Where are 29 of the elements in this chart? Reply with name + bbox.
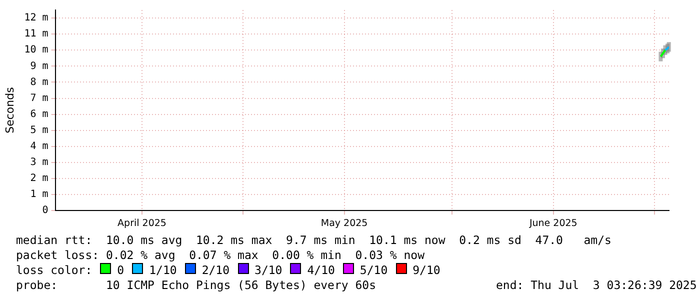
y-tick-label: 8 m	[30, 76, 48, 88]
y-tick-label: 11 m	[24, 28, 48, 40]
y-tick-label: 12 m	[24, 12, 48, 24]
legend-label: 3/10	[254, 263, 282, 278]
legend-label: 5/10	[360, 263, 388, 278]
y-tick-label: 4 m	[30, 141, 48, 152]
y-tick-label: 9 m	[30, 60, 48, 72]
y-tick-label: 5 m	[30, 124, 48, 136]
y-axis-title: Seconds	[3, 86, 16, 134]
y-tick-label: 0	[42, 205, 48, 216]
y-tick-label: 3 m	[30, 157, 48, 168]
text: probe: 10 ICMP Echo Pings (56 Bytes) every 60s	[16, 278, 376, 292]
y-tick-label: 6 m	[30, 108, 48, 120]
x-tick-label: June 2025	[528, 218, 578, 229]
y-tick-label: 7 m	[30, 92, 48, 104]
legend-label: 1/10	[149, 263, 177, 278]
y-tick-label: 2 m	[30, 173, 48, 184]
legend-label: 4/10	[307, 263, 335, 278]
x-tick-label: April 2025	[118, 218, 166, 229]
x-tick-label: May 2025	[320, 218, 368, 229]
text: packet loss: 0.02 % avg 0.07 % max 0.00 % min 0.03 % now	[16, 248, 426, 263]
legend-label: 0	[117, 263, 124, 278]
text: median rtt: 10.0 ms avg 10.2 ms max 9.7 ms min 10.1 ms now 0.2 ms sd 47.0 am/s	[16, 233, 612, 248]
legend-title: loss color:	[16, 263, 92, 278]
legend-label: 2/10	[202, 263, 230, 278]
legend-label: 9/10	[412, 263, 440, 278]
text: end: Thu Jul 3 03:26:39 2025	[496, 278, 697, 293]
y-tick-label: 10 m	[24, 44, 48, 56]
y-tick-label: 1 m	[30, 189, 48, 200]
